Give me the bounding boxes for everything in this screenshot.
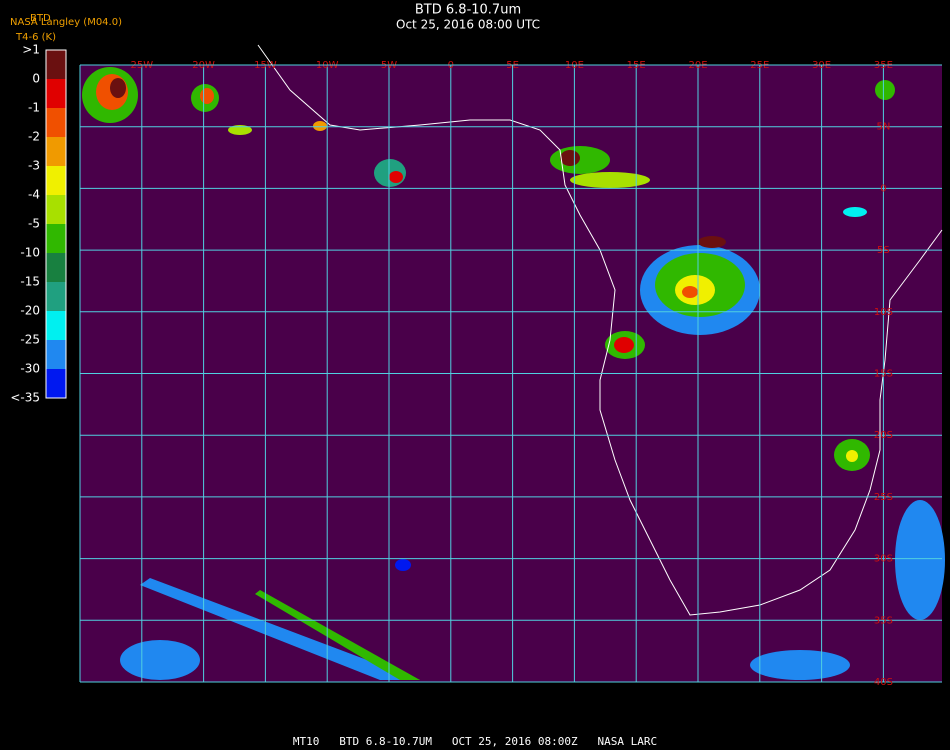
legend-swatch [46,224,66,253]
legend-swatch [46,282,66,311]
footer: MT10 BTD 6.8-10.7UM OCT 25, 2016 08:00Z … [293,735,657,748]
legend-label: <-35 [10,391,40,405]
title: BTD 6.8-10.7um [415,3,521,18]
legend-swatch [46,50,66,79]
lat-label: 40S [874,677,893,688]
legend-swatch [46,195,66,224]
lat-label: 15S [874,369,893,380]
legend-swatch [46,340,66,369]
legend-label: 0 [32,72,40,86]
subtitle: Oct 25, 2016 08:00 UTC [396,18,540,32]
lat-label: 5S [877,245,890,256]
clouds [82,67,945,680]
product: BTD [30,13,51,24]
legend-swatch [46,253,66,282]
legend-frame [45,49,67,399]
legend-swatch [46,369,66,398]
legend-label: -25 [20,333,40,347]
lat-label: 5N [876,122,890,133]
legend-label: -15 [20,275,40,289]
source: NASA Langley (M04.0) [10,17,122,28]
legend-label: -5 [28,217,40,231]
legend-label: -10 [20,246,40,260]
legend-swatch [46,166,66,195]
lat-label: 35S [874,615,893,626]
legend-label: >1 [22,43,40,57]
lat-label: 0 [880,183,886,194]
legend-label: -20 [20,304,40,318]
legend-swatch [46,79,66,108]
legend-label: -4 [28,188,40,202]
lat-label: 30S [874,554,893,565]
lat-label: 10S [874,307,893,318]
legend-swatch [46,137,66,166]
units: T4-6 (K) [15,32,56,43]
legend-label: -2 [28,130,40,144]
legend-label: -30 [20,362,40,376]
legend-label: -1 [28,101,40,115]
legend-swatch [46,108,66,137]
coastline [257,44,943,616]
lat-label: 25S [874,492,893,503]
lat-label: 20S [874,430,893,441]
legend-label: -3 [28,159,40,173]
legend-swatch [46,311,66,340]
